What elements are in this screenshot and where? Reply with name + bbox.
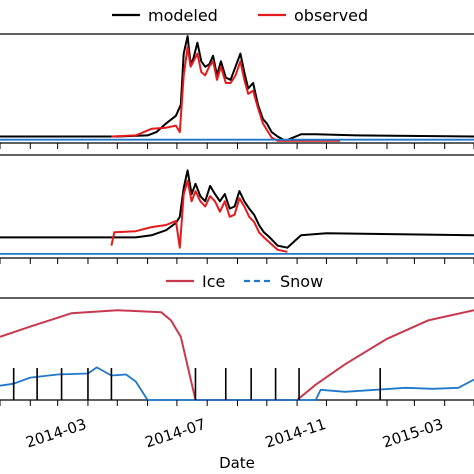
series-line-ice-2 bbox=[0, 309, 474, 401]
legend-label-modeled: modeled bbox=[148, 6, 218, 25]
legend-bottom: Ice Snow bbox=[166, 272, 323, 291]
x-tick-label: 2015-03 bbox=[380, 415, 445, 451]
panel-bottom: 2014-03 2014-07 2014-11 2015-03 bbox=[0, 297, 474, 451]
x-tick-label: 2014-11 bbox=[263, 415, 328, 451]
series-line-snow-2 bbox=[0, 366, 474, 401]
x-tick-label: 2014-03 bbox=[24, 415, 89, 451]
legend-label-snow: Snow bbox=[280, 272, 323, 291]
series-line-observed-0 bbox=[111, 46, 341, 142]
x-axis-label: Date bbox=[219, 454, 255, 472]
series-line-modeled-0 bbox=[0, 35, 474, 142]
series-line-observed-1 bbox=[110, 179, 288, 253]
x-tick-label: 2014-07 bbox=[143, 415, 208, 451]
legend-top: modeled observed bbox=[112, 6, 368, 25]
panel-middle bbox=[0, 154, 474, 264]
panel-top bbox=[0, 33, 474, 149]
legend-label-ice: Ice bbox=[202, 272, 225, 291]
legend-label-observed: observed bbox=[294, 6, 368, 25]
